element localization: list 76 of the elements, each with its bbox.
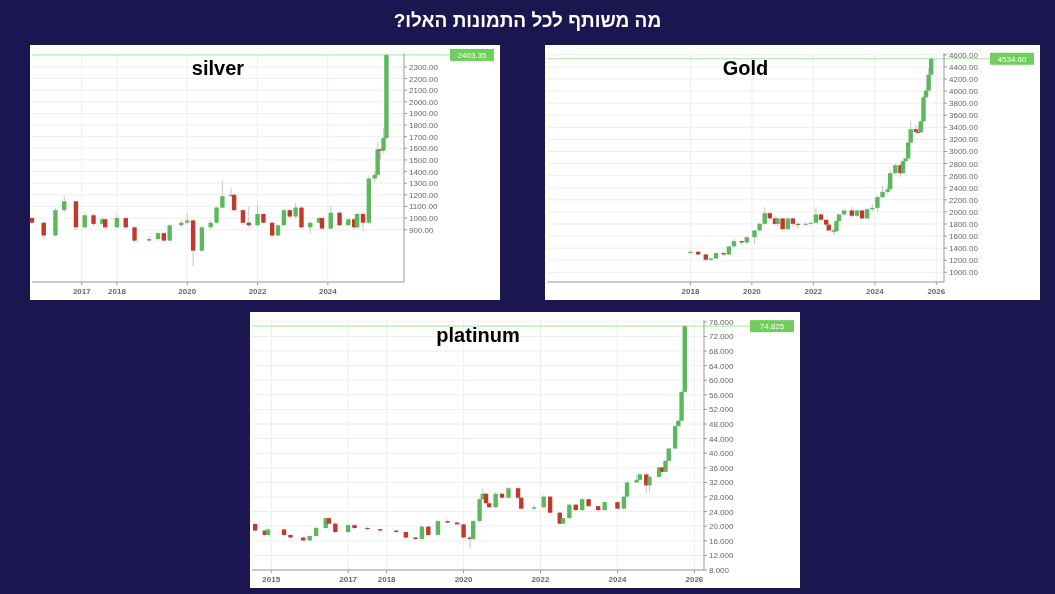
y-tick-label: 4000.00 (949, 87, 979, 97)
x-tick-label: 2018 (377, 575, 397, 584)
y-tick-label: 72.000 (709, 332, 735, 342)
text: מה משותף לכל התמונות האלו? (393, 10, 662, 31)
y-tick-label: 2100.00 (409, 86, 439, 96)
y-tick-label: 12.000 (709, 551, 735, 561)
y-tick-label: 20.000 (709, 522, 735, 532)
x-tick-label: 2024 (865, 287, 885, 296)
y-tick-label: 1400.00 (949, 244, 979, 254)
y-tick-label: 2000.00 (949, 207, 979, 217)
y-tick-label: 1100.00 (409, 202, 438, 212)
ref-line-label: 2403.35 (457, 50, 488, 60)
y-tick-label: 2800.00 (949, 159, 979, 169)
y-tick-label: 32.000 (709, 478, 735, 488)
y-tick-label: 1500.00 (409, 155, 439, 165)
x-tick-label: 2022 (804, 287, 823, 296)
y-tick-label: 68.000 (709, 347, 735, 357)
y-tick-label: 1800.00 (409, 121, 439, 131)
y-tick-label: 3600.00 (949, 111, 979, 121)
y-tick-label: 28.000 (709, 493, 735, 503)
y-tick-label: 16.000 (709, 536, 735, 546)
y-tick-label: 2200.00 (949, 195, 979, 205)
y-tick-label: 56.000 (709, 390, 735, 400)
y-tick-label: 48.000 (709, 420, 735, 430)
chart-title: Gold (722, 57, 769, 79)
y-tick-label: 1000.00 (949, 268, 979, 278)
y-tick-label: 4200.00 (949, 74, 979, 84)
x-tick-label: 2020 (743, 287, 762, 296)
y-tick-label: 36.000 (709, 463, 735, 473)
y-tick-label: 2200.00 (409, 74, 439, 84)
y-tick-label: 1000.00 (409, 214, 439, 224)
x-tick-label: 2026 (927, 287, 946, 296)
y-tick-label: 1300.00 (409, 179, 439, 189)
y-tick-label: 40.000 (709, 449, 735, 459)
x-tick-label: 2017 (339, 575, 358, 584)
x-tick-label: 2024 (318, 287, 338, 296)
y-tick-label: 1600.00 (949, 232, 979, 242)
y-tick-label: 900.00 (409, 225, 435, 235)
x-tick-label: 2020 (178, 287, 197, 296)
x-tick-label: 2024 (608, 575, 627, 584)
x-tick-label: 2026 (685, 575, 704, 584)
y-tick-label: 1800.00 (949, 219, 979, 229)
y-tick-label: 76.000 (709, 317, 735, 327)
y-tick-label: 1200.00 (949, 256, 979, 266)
y-tick-label: 1700.00 (409, 132, 439, 142)
y-tick-label: 60.000 (709, 376, 735, 386)
y-tick-label: 4400.00 (949, 62, 979, 72)
y-tick-label: 24.000 (709, 507, 735, 517)
y-tick-label: 1400.00 (409, 167, 439, 177)
x-tick-label: 2015 (262, 575, 281, 584)
chart-title: silver (191, 57, 245, 79)
x-tick-label: 2022 (248, 287, 267, 296)
y-tick-label: 44.000 (709, 434, 735, 444)
chart-title: platinum (436, 324, 520, 346)
ref-line-label: 4534.60 (997, 54, 1028, 64)
y-tick-label: 3000.00 (949, 147, 979, 157)
y-tick-label: 1900.00 (409, 109, 439, 119)
y-tick-label: 2400.00 (949, 183, 979, 193)
y-tick-label: 3400.00 (949, 123, 979, 133)
x-tick-label: 2022 (531, 575, 550, 584)
y-tick-label: 3200.00 (949, 135, 979, 145)
y-tick-label: 3800.00 (949, 99, 979, 109)
y-tick-label: 2600.00 (949, 171, 979, 181)
x-tick-label: 2018 (108, 287, 127, 296)
x-tick-label: 2018 (681, 287, 700, 296)
y-tick-label: 1200.00 (409, 190, 439, 200)
y-tick-label: 1600.00 (409, 144, 439, 154)
y-tick-label: 64.000 (709, 361, 735, 371)
y-tick-label: 4600.00 (949, 50, 979, 60)
x-tick-label: 2017 (72, 287, 92, 296)
ref-line-label: 74.825 (759, 322, 785, 332)
x-tick-label: 2020 (454, 575, 474, 584)
y-tick-label: 2000.00 (409, 97, 439, 107)
y-tick-label: 8.000 (709, 566, 730, 575)
y-tick-label: 52.000 (709, 405, 735, 415)
y-tick-label: 2300.00 (409, 62, 439, 72)
